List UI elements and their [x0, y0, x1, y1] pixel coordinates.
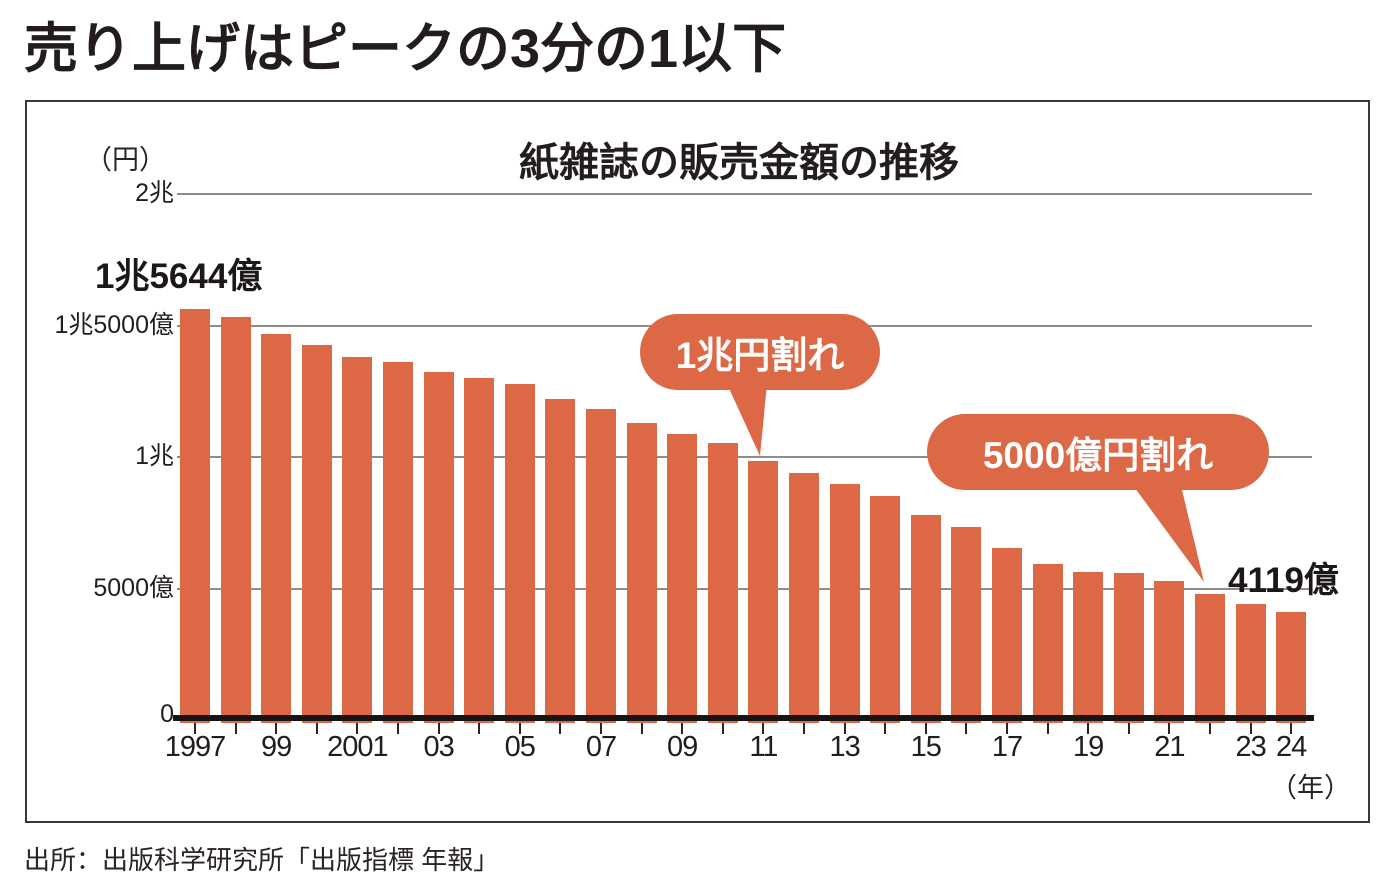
x-tick-label: 17 — [991, 731, 1023, 763]
chart-panel: 紙雑誌の販売金額の推移 （円） 0 5000億 1兆 1兆5000億 2兆 1997 99 2… — [25, 100, 1370, 823]
source-credit: 出所：出版科学研究所「出版指標 年報」 — [24, 845, 500, 875]
bar — [220, 317, 251, 723]
bar — [1073, 571, 1104, 723]
x-tick-label: 2001 — [327, 731, 389, 763]
bar — [301, 344, 332, 723]
bar — [464, 378, 495, 723]
x-tick — [518, 723, 521, 734]
bar — [667, 434, 698, 723]
bar — [707, 442, 738, 723]
x-tick — [1249, 723, 1252, 734]
latest-value-label: 4119億 — [1228, 561, 1339, 600]
bar — [870, 495, 901, 723]
bar — [342, 357, 373, 723]
x-tick-label: 19 — [1073, 731, 1104, 763]
x-tick-label: 11 — [749, 731, 778, 763]
bar — [1276, 611, 1307, 723]
gridline — [177, 456, 1312, 458]
bar — [261, 334, 292, 723]
x-tick — [1046, 723, 1049, 734]
x-tick-label: 07 — [585, 731, 617, 763]
x-tick — [600, 723, 602, 734]
bar — [829, 484, 860, 723]
x-tick — [1209, 723, 1211, 734]
x-tick — [356, 723, 359, 734]
y-tick-label: 5000億 — [93, 573, 174, 602]
callout-2-pointer — [1132, 484, 1204, 582]
bar — [951, 526, 982, 723]
y-axis-unit-label: （円） — [85, 145, 166, 175]
page-title: 売り上げはピークの3分の1以下 — [24, 19, 787, 79]
bar — [1032, 564, 1063, 723]
y-tick-label: 1兆5000億 — [54, 310, 174, 339]
x-tick-label: 03 — [423, 731, 454, 763]
chart-title: 紙雑誌の販売金額の推移 — [519, 140, 959, 185]
x-tick-label: 1997 — [164, 731, 227, 763]
x-tick — [275, 723, 278, 734]
y-tick-label: 0 — [160, 700, 174, 728]
peak-value-label: 1兆5644億 — [95, 257, 263, 296]
bar — [1113, 573, 1144, 723]
bar — [1154, 581, 1185, 723]
bar — [910, 514, 941, 723]
bar — [545, 399, 576, 723]
bar — [586, 408, 616, 723]
x-axis-line — [173, 715, 1314, 721]
x-tick — [1168, 723, 1171, 734]
x-tick-label: 24 — [1276, 731, 1307, 763]
x-tick — [234, 723, 237, 734]
bar — [504, 384, 535, 723]
bar — [626, 422, 657, 723]
x-tick — [924, 723, 927, 734]
x-tick — [965, 723, 968, 734]
x-tick — [315, 723, 318, 734]
x-tick-label: 99 — [261, 731, 292, 763]
bar — [748, 461, 779, 723]
x-tick-label: 09 — [667, 731, 698, 763]
bar — [1235, 603, 1266, 723]
callout-1tcho-ware: 1兆円割れ — [640, 314, 880, 390]
gridline — [177, 587, 1312, 590]
callout-text: 1兆円割れ — [675, 335, 845, 376]
x-axis-unit-label: （年） — [1270, 773, 1351, 803]
x-tick — [640, 723, 643, 734]
x-tick-label: 13 — [829, 731, 860, 763]
x-tick — [884, 723, 887, 734]
x-tick — [397, 723, 399, 734]
x-tick — [478, 723, 481, 734]
bar — [423, 372, 454, 723]
y-tick-label: 2兆 — [135, 179, 174, 207]
gridline — [177, 193, 1312, 195]
x-tick-label: 15 — [910, 731, 942, 763]
callout-text: 5000億円割れ — [982, 435, 1214, 476]
x-tick — [843, 723, 846, 734]
x-tick-label: 21 — [1154, 731, 1185, 763]
x-tick — [803, 723, 805, 734]
bar — [789, 473, 819, 723]
x-tick — [1127, 723, 1130, 734]
callout-1-pointer — [727, 384, 767, 456]
x-tick — [1290, 723, 1293, 734]
x-tick — [762, 723, 765, 734]
x-tick-label: 05 — [504, 731, 536, 763]
x-tick — [1006, 723, 1008, 734]
x-tick — [1087, 723, 1090, 734]
x-tick — [559, 723, 562, 734]
x-tick-label: 23 — [1235, 731, 1266, 763]
bar — [180, 308, 210, 723]
x-tick — [721, 723, 724, 734]
x-tick — [194, 723, 196, 734]
bar — [992, 547, 1022, 723]
x-tick — [437, 723, 440, 734]
bar — [1195, 593, 1225, 723]
bar — [383, 361, 413, 723]
callout-5000oku-ware: 5000億円割れ — [927, 414, 1269, 490]
y-tick-label: 1兆 — [135, 442, 174, 470]
x-tick — [681, 723, 684, 734]
